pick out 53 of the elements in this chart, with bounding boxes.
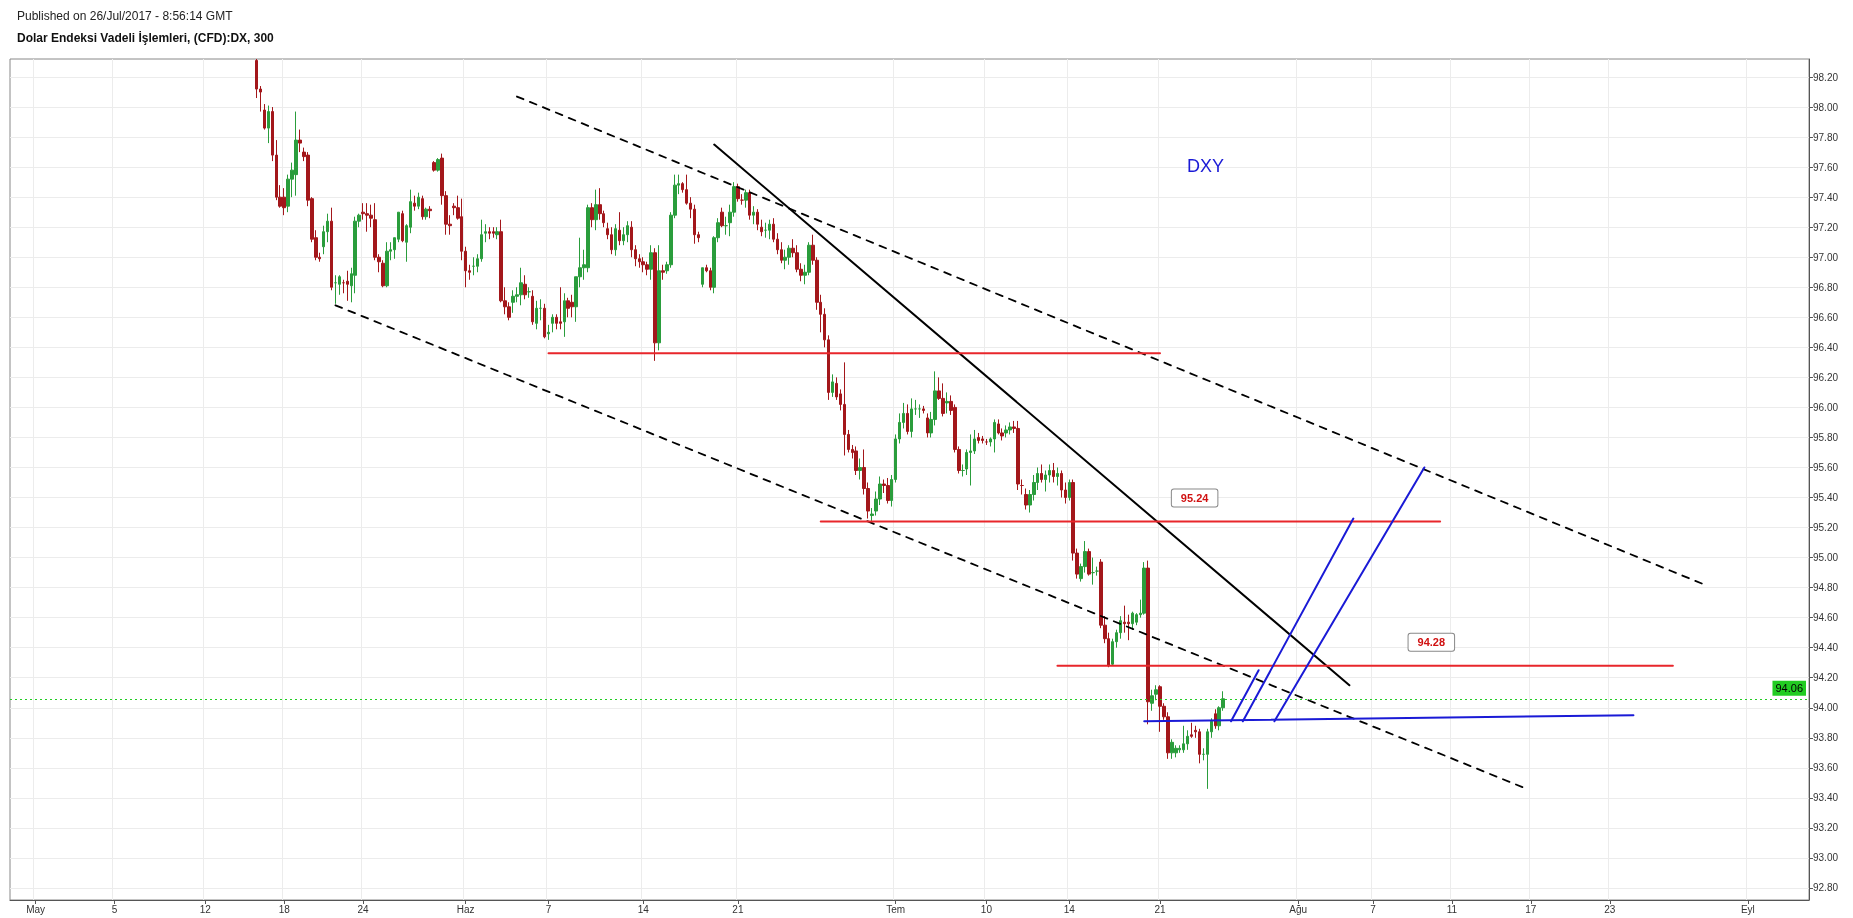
y-tick-label: 93.80 <box>1813 732 1839 744</box>
y-tick-label: 98.20 <box>1813 71 1839 83</box>
x-tick-label: 14 <box>1063 903 1076 915</box>
y-tick-label: 96.40 <box>1813 341 1839 353</box>
y-tick-label: 97.40 <box>1813 191 1839 203</box>
y-tick-label: 96.80 <box>1813 281 1839 293</box>
x-tick-label: 11 <box>1446 903 1458 915</box>
x-tick-label: 7 <box>545 903 552 915</box>
x-tick-label: 24 <box>357 903 370 915</box>
annotation: 94.28 <box>1417 636 1446 649</box>
y-tick-label: 97.80 <box>1813 131 1839 143</box>
y-tick-label: 97.20 <box>1813 221 1839 233</box>
y-tick-label: 93.20 <box>1813 822 1839 834</box>
y-tick-label: 93.40 <box>1813 792 1839 804</box>
x-tick-label: 14 <box>637 903 650 915</box>
y-tick-label: 93.00 <box>1813 852 1839 864</box>
y-tick-label: 96.00 <box>1813 401 1839 413</box>
x-tick-label: Tem <box>886 903 906 915</box>
y-tick-label: 95.00 <box>1813 552 1839 564</box>
y-tick-label: 96.60 <box>1813 311 1839 323</box>
x-tick-label: 21 <box>1154 903 1167 915</box>
y-tick-label: 97.00 <box>1813 251 1839 263</box>
x-tick-label: Eyl <box>1740 903 1755 915</box>
y-tick-label: 98.00 <box>1813 101 1839 113</box>
x-tick-label: 17 <box>1525 903 1537 915</box>
y-tick-label: 94.00 <box>1813 702 1839 714</box>
x-tick-label: 7 <box>1370 903 1377 915</box>
y-tick-label: 94.80 <box>1813 582 1839 594</box>
y-tick-label: 93.60 <box>1813 762 1839 774</box>
x-tick-label: May <box>26 903 46 915</box>
x-tick-label: 18 <box>278 903 291 915</box>
y-tick-label: 94.40 <box>1813 642 1839 654</box>
x-tick-label: Haz <box>456 903 475 915</box>
annotation: 95.24 <box>1180 492 1210 505</box>
x-tick-label: 12 <box>199 903 212 915</box>
x-tick-label: 5 <box>111 903 118 915</box>
x-tick-label: Ağu <box>1289 903 1307 915</box>
x-tick-label: 23 <box>1604 903 1616 915</box>
y-tick-label: 94.60 <box>1813 612 1839 624</box>
y-tick-label: 95.80 <box>1813 431 1839 443</box>
y-tick-label: 95.60 <box>1813 461 1839 473</box>
y-tick-label: 95.40 <box>1813 492 1839 504</box>
x-tick-label: 21 <box>732 903 744 915</box>
y-tick-label: 95.20 <box>1813 522 1839 534</box>
chart-title: Dolar Endeksi Vadeli İşlemleri, (CFD):DX, 300 <box>17 30 275 45</box>
y-tick-label: 97.60 <box>1813 161 1839 173</box>
ref-line-label: 94.06 <box>1775 682 1803 695</box>
x-tick-label: 10 <box>980 903 993 915</box>
y-tick-label: 94.20 <box>1813 672 1839 684</box>
chart-subtitle: Published on 26/Jul/2017 - 8:56:14 GMT <box>17 9 234 23</box>
annotation: DXY <box>1187 156 1225 176</box>
y-tick-label: 92.80 <box>1813 882 1839 894</box>
y-tick-label: 96.20 <box>1813 371 1839 383</box>
